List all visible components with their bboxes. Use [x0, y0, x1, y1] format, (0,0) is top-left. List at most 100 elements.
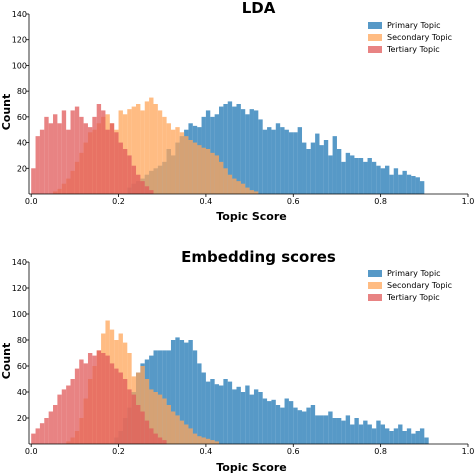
- histogram-bar: [136, 405, 141, 444]
- histogram-bar: [170, 411, 176, 444]
- histogram-bar: [109, 363, 115, 444]
- x-ticks: 0.0 0.2 0.4 0.6 0.8 1.0: [25, 444, 474, 456]
- histogram-bar: [188, 340, 193, 444]
- histogram-bar: [236, 181, 241, 194]
- histogram-bar: [144, 420, 150, 444]
- histogram-bar: [70, 379, 75, 444]
- histogram-bar: [197, 145, 202, 194]
- histogram-bar: [358, 424, 364, 444]
- histogram-bar: [262, 129, 268, 194]
- histogram-bar: [136, 104, 141, 194]
- histogram-bar: [214, 441, 220, 444]
- histogram-bar: [197, 436, 202, 444]
- histogram-bar: [157, 437, 163, 444]
- histogram-bar: [166, 123, 171, 194]
- histogram-bar: [35, 428, 40, 444]
- legend-swatch: [368, 46, 382, 53]
- histogram-bar: [197, 363, 202, 444]
- histogram-bar: [419, 428, 425, 444]
- histogram-bar: [393, 168, 399, 194]
- histogram-bar: [371, 428, 377, 444]
- histogram-bar: [122, 149, 128, 194]
- histogram-bar: [288, 401, 294, 444]
- histogram-bar: [367, 424, 372, 444]
- histogram-bar: [380, 168, 386, 194]
- legend-label: Primary Topic: [387, 269, 441, 278]
- histogram-bar: [179, 132, 185, 194]
- histogram-bar: [236, 386, 241, 444]
- histogram-bar: [140, 110, 145, 194]
- histogram-bar: [280, 127, 285, 194]
- histogram-bar: [419, 181, 425, 194]
- histogram-bar: [105, 129, 110, 194]
- histogram-bar: [236, 104, 241, 194]
- y-tick-label: 20: [17, 414, 27, 423]
- histogram-bar: [201, 372, 206, 444]
- histogram-bar: [92, 355, 97, 444]
- histogram-bar: [271, 399, 276, 444]
- histogram-bar: [57, 123, 62, 194]
- histogram-bar: [275, 123, 281, 194]
- x-tick-label: 1.0: [462, 447, 474, 456]
- histogram-bar: [79, 359, 84, 444]
- y-tick-label: 120: [12, 36, 27, 45]
- x-tick-label: 0.2: [112, 197, 125, 206]
- histogram-bar: [140, 411, 145, 444]
- histogram-bar: [354, 418, 359, 444]
- histogram-bar: [402, 431, 407, 444]
- histogram-bar: [393, 428, 399, 444]
- y-ticks: 20 40 60 80 100 120 140: [12, 10, 29, 173]
- histogram-bar: [350, 155, 355, 194]
- legend-label: Primary Topic: [387, 21, 441, 30]
- histogram-bar: [149, 428, 154, 444]
- y-tick-label: 80: [17, 87, 27, 96]
- histogram-bar: [223, 168, 228, 194]
- histogram-bar: [87, 127, 93, 194]
- histogram-bar: [210, 152, 215, 194]
- histogram-bar: [157, 394, 163, 444]
- histogram-bar: [302, 411, 307, 444]
- y-ticks: 20 40 60 80 100 120 140: [12, 258, 29, 423]
- x-tick-label: 0.6: [287, 197, 300, 206]
- histogram-bar: [385, 428, 390, 444]
- y-tick-label: 40: [17, 139, 27, 148]
- y-tick-label: 120: [12, 284, 27, 293]
- legend-label: Secondary Topic: [387, 33, 452, 42]
- histogram-bar: [223, 379, 228, 444]
- histogram-bar: [114, 368, 119, 444]
- y-tick-label: 60: [17, 113, 27, 122]
- histogram-bar: [179, 340, 185, 444]
- histogram-bar: [249, 190, 254, 194]
- histogram-bar: [323, 415, 329, 444]
- histogram-bar: [101, 353, 106, 444]
- histogram-bar: [162, 350, 167, 444]
- histogram-bar: [188, 140, 193, 194]
- y-tick-label: 140: [12, 258, 27, 267]
- histogram-bar: [74, 368, 80, 444]
- histogram-bar: [232, 106, 237, 194]
- y-axis-label: Count: [0, 94, 13, 131]
- histogram-bar: [57, 394, 62, 444]
- histogram-bar: [406, 174, 412, 194]
- histogram-bar: [306, 407, 311, 444]
- histogram-bar: [114, 132, 119, 194]
- x-tick-label: 0.4: [200, 447, 213, 456]
- series-tertiary-topic: [31, 104, 154, 194]
- y-tick-label: 100: [12, 61, 27, 70]
- y-tick-label: 60: [17, 362, 27, 371]
- histogram-bar: [96, 350, 102, 444]
- histogram-bar: [184, 342, 189, 444]
- histogram-bar: [249, 109, 254, 194]
- y-tick-label: 140: [12, 10, 27, 19]
- histogram-bar: [227, 381, 233, 444]
- histogram-bar: [205, 149, 211, 194]
- histogram-bar: [258, 119, 263, 194]
- histogram-bar: [74, 106, 80, 194]
- histogram-bar: [214, 155, 220, 194]
- histogram-bar: [39, 423, 45, 444]
- histogram-bar: [201, 437, 206, 444]
- histogram-bar: [249, 394, 254, 444]
- histogram-bar: [122, 379, 128, 444]
- histogram-bar: [96, 104, 102, 194]
